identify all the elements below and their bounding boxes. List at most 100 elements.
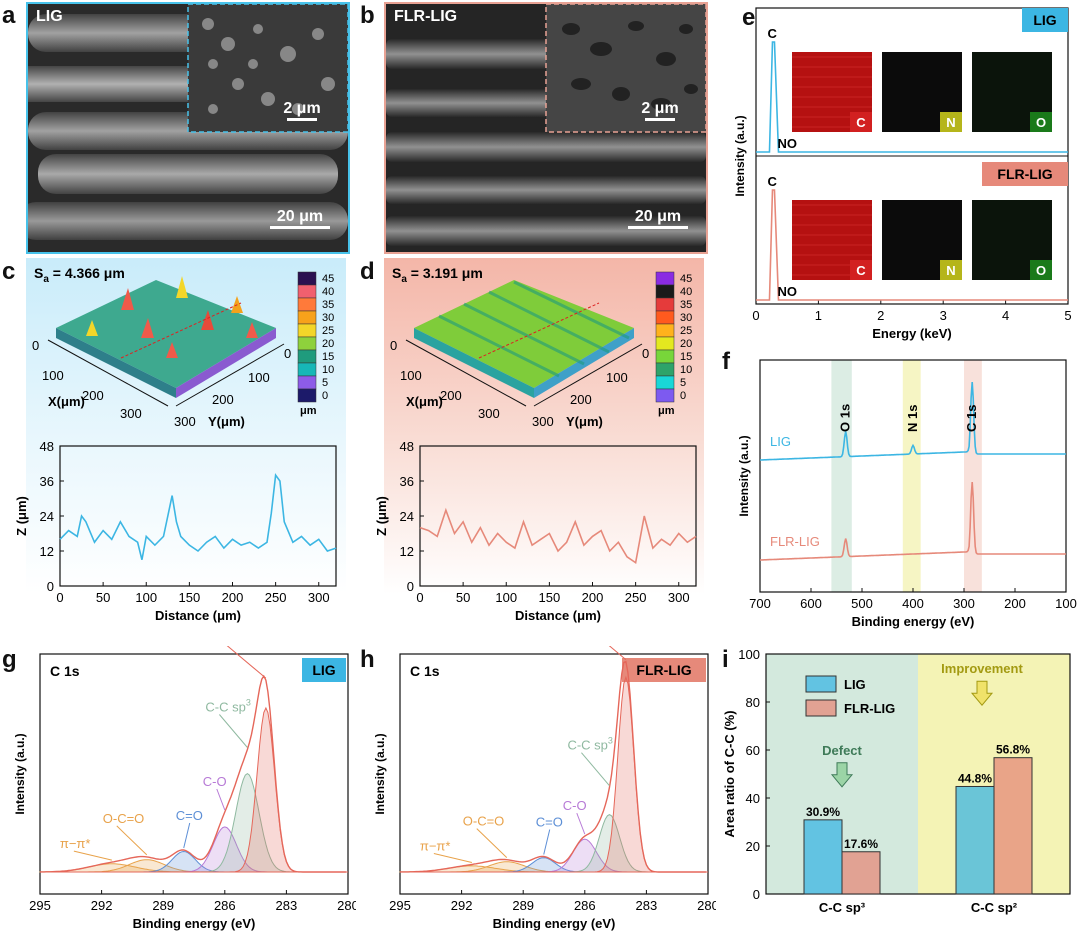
y-tick-label: 12 — [400, 544, 414, 559]
svg-text:Y(μm): Y(μm) — [208, 414, 245, 429]
colorbar-tick: 35 — [680, 299, 692, 311]
component-arrow — [183, 822, 191, 849]
colorbar-swatch — [655, 388, 675, 403]
annotation-arrow — [830, 762, 854, 788]
y-tick-label: 48 — [400, 439, 414, 454]
scale-line-small-lig — [287, 118, 317, 121]
x-tick-label: 289 — [512, 898, 534, 913]
colorbar-swatch — [655, 271, 675, 286]
edx-map-tag-bg — [1030, 112, 1052, 132]
surface-stripes-flr — [438, 280, 630, 378]
x-tick-label: 100 — [1055, 596, 1077, 611]
edx-map-tag: O — [1036, 263, 1046, 278]
y-tick-label: 12 — [40, 544, 54, 559]
y-tick-label: 36 — [400, 474, 414, 489]
component-arrow — [226, 646, 267, 679]
x-axis-label: Distance (μm) — [155, 608, 241, 623]
x-tick-label: 300 — [668, 590, 690, 605]
surface-x-axis-lig: 0 100 200 300 X(μm) — [32, 338, 169, 421]
chart-title: C 1s — [50, 663, 80, 679]
scale-text-large-flr: 20 μm — [634, 208, 682, 225]
x-tick-label: 1 — [815, 308, 822, 323]
colorbar-tick: 30 — [680, 312, 692, 324]
y-tick-label: 20 — [746, 839, 760, 854]
y-axis-label: Area ratio of C-C (%) — [722, 710, 737, 837]
edx-map-tag: O — [1036, 115, 1046, 130]
sem-texture-lig — [28, 4, 348, 252]
edx-map-tag-bg — [940, 260, 962, 280]
x-tick-label: 295 — [389, 898, 411, 913]
x-tick-label: 50 — [96, 590, 110, 605]
scale-line-large-lig — [270, 226, 330, 229]
colorbar-tick: 20 — [680, 338, 692, 350]
xps-survey-lig — [760, 381, 1066, 461]
svg-text:300: 300 — [478, 406, 500, 421]
area-ratio-bar-chart: 0 20 40 60 80 100 Area ratio of C-C (%) C-C sp³… — [722, 647, 1071, 915]
svg-text:0: 0 — [390, 338, 397, 353]
component-label: C-O — [563, 798, 587, 813]
plot-frame — [419, 445, 697, 587]
x-tick-label: 0 — [56, 590, 63, 605]
series-label: FLR-LIG — [770, 534, 820, 549]
bar-value-label: 56.8% — [996, 743, 1030, 757]
svg-text:0: 0 — [32, 338, 39, 353]
colorbar-tick: 10 — [322, 364, 334, 376]
edx-peak-label: C — [767, 174, 777, 189]
sa-label-lig: Sa = 4.366 μm — [34, 265, 125, 285]
legend-swatch — [805, 699, 837, 717]
y-tick-label: 48 — [40, 439, 54, 454]
svg-text:300: 300 — [174, 414, 196, 429]
envelope-line — [400, 660, 706, 873]
component-arrow — [433, 852, 472, 863]
component-label: O-C=O — [463, 814, 505, 829]
profile-series-line — [59, 473, 337, 560]
x-tick-label: 200 — [222, 590, 244, 605]
x-tick-label: 600 — [800, 596, 822, 611]
annotation-arrow — [970, 680, 994, 706]
colorbar-tick: 30 — [322, 312, 334, 324]
scale-text-small-flr: 2 μm — [641, 100, 679, 117]
bar-value-label: 17.6% — [844, 837, 878, 851]
edx-spectrum-lig — [756, 41, 1068, 153]
component-label: C-C sp3 — [567, 736, 612, 753]
xps-annotation: O 1s — [838, 404, 853, 432]
x-tick-label: 500 — [851, 596, 873, 611]
svg-text:Y(μm): Y(μm) — [566, 414, 603, 429]
colorbar-tick: 5 — [322, 377, 328, 389]
edx-map-tag: C — [856, 263, 866, 278]
y-tick-label: 24 — [400, 509, 414, 524]
colorbar-tick: 10 — [680, 364, 692, 376]
colorbar-swatch — [655, 362, 675, 377]
x-tick-label: 292 — [91, 898, 113, 913]
colorbar-unit: μm — [300, 405, 317, 417]
x-tick-label: 100 — [135, 590, 157, 605]
sa-label-flr: Sa = 3.191 μm — [392, 265, 483, 285]
x-tick-label: 280 — [697, 898, 716, 913]
x-tick-label: C-C sp³ — [819, 900, 866, 915]
xps-c1s-lig-chart: 295 292 289 286 283 280 Binding energy (eV) Int… — [13, 646, 356, 931]
component-arrow — [543, 829, 551, 855]
x-tick-label: 250 — [625, 590, 647, 605]
panel-letter-f: f — [722, 348, 730, 375]
bar-flr-lig — [841, 851, 881, 895]
edx-minor-label: NO — [777, 284, 797, 299]
panel-letter-b: b — [360, 2, 375, 29]
colorbar-swatch — [297, 362, 317, 377]
colorbar-swatch — [297, 349, 317, 364]
svg-text:0: 0 — [642, 346, 649, 361]
edx-map-tag: C — [856, 115, 866, 130]
surface-side-left-lig — [56, 328, 176, 398]
edx-map-tag: N — [946, 115, 955, 130]
colorbar-swatch — [297, 271, 317, 286]
tag-bg — [302, 658, 346, 682]
scale-text-large-lig: 20 μm — [276, 208, 324, 225]
chart-tag: LIG — [312, 662, 335, 678]
component-arrow — [608, 646, 627, 661]
x-axis-label: Distance (μm) — [515, 608, 601, 623]
profile-line-flr — [478, 302, 600, 359]
edx-tag-bg — [1022, 8, 1068, 32]
bar-value-label: 30.9% — [806, 805, 840, 819]
x-tick-label: 200 — [582, 590, 604, 605]
colorbar-swatch — [655, 284, 675, 299]
